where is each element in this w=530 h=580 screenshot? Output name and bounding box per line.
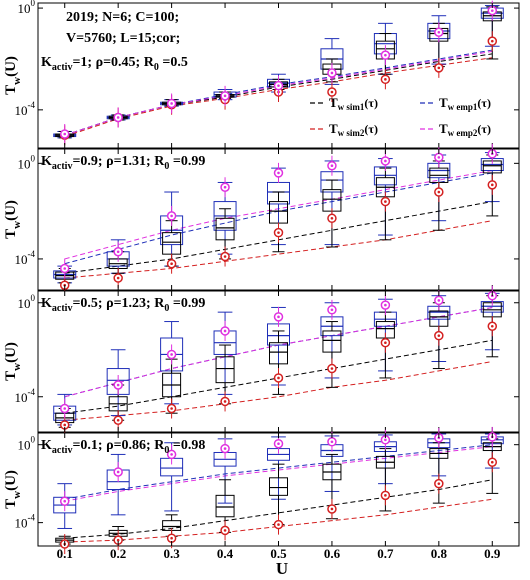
marker-sim2: [273, 222, 284, 243]
legend-item-sim1: Tw sim1(τ): [310, 95, 378, 112]
marker-sim2: [220, 391, 230, 412]
x-axis: 0.1 0.2 0.3 0.4 0.5 0.6 0.7 0.8 0.9: [57, 546, 501, 561]
marker-sim2: [380, 332, 391, 353]
y-axis-label: Tw(U): [3, 200, 23, 239]
y-axis-label: Tw(U): [3, 470, 23, 509]
marker-sim2: [434, 182, 444, 203]
marker-emp2: [220, 438, 230, 459]
box-emp1: [53, 483, 77, 529]
annotation-line: V=5760; L=15;cor;: [66, 31, 180, 46]
marker-emp2: [166, 93, 177, 114]
marker-sim2: [487, 174, 498, 195]
param-label: Kactiv=0.9; ρ=1.31; R0 =0.99: [41, 154, 205, 172]
marker-sim2: [434, 473, 444, 494]
marker-sim2: [113, 530, 123, 551]
x-tick-label: 0.2: [110, 546, 126, 561]
marker-sim2: [434, 57, 444, 78]
y-tick-label: 10-4: [15, 387, 36, 405]
param-label: Kactiv=0.5; ρ=1.23; R0 =0.99: [41, 296, 205, 314]
marker-sim2: [327, 208, 337, 229]
x-tick-label: 0.4: [217, 546, 234, 561]
marker-sim2: [487, 452, 498, 473]
marker-emp2: [59, 491, 70, 512]
x-tick-label: 0.1: [57, 546, 73, 561]
y-tick-label: 100: [18, 153, 36, 171]
marker-sim2: [166, 253, 177, 274]
marker-sim2: [273, 367, 284, 388]
panel-2: 100 10-4 Tw(U) Kactiv=0.9; ρ=1.31; R0 =0.99: [3, 143, 520, 296]
y-tick-label: 100: [18, 435, 36, 453]
marker-emp2: [113, 375, 123, 395]
legend-item-sim2: Tw sim2(τ): [310, 121, 378, 138]
marker-emp2: [59, 124, 70, 145]
marker-emp2: [273, 162, 284, 183]
marker-sim2: [434, 325, 444, 346]
marker-emp2: [113, 107, 123, 128]
marker-sim2: [327, 358, 337, 379]
marker-sim2: [113, 410, 123, 431]
legend-label: Tw emp2(τ): [439, 121, 491, 138]
panel-4: 100 10-4 Tw(U) Kactiv=0.1; ρ=0.86; R0 =0.98: [3, 426, 520, 555]
legend-label: Tw sim2(τ): [329, 121, 378, 138]
annotation-line: 2019; N=6; C=100;: [66, 10, 179, 25]
marker-emp2: [59, 258, 70, 279]
panel-3: 100 10-4 Tw(U) Kactiv=0.5; ρ=1.23; R0 =0.99: [3, 285, 520, 435]
marker-emp2: [273, 75, 284, 96]
marker-emp2: [380, 295, 391, 316]
y-axis-label: Tw(U): [3, 342, 23, 381]
marker-emp2: [327, 155, 337, 176]
marker-sim2: [327, 82, 337, 103]
marker-emp2: [166, 344, 177, 365]
marker-sim2: [487, 31, 498, 52]
marker-sim2: [380, 485, 391, 506]
marker-sim2: [380, 191, 391, 212]
marker-emp2: [113, 461, 123, 482]
legend-item-emp1: Tw emp1(τ): [420, 95, 491, 112]
y-tick-label: 10-4: [15, 100, 36, 118]
marker-emp2: [166, 205, 177, 226]
x-tick-label: 0.3: [163, 546, 180, 561]
x-tick-label: 0.7: [377, 546, 394, 561]
marker-emp2: [166, 444, 177, 465]
marker-sim2: [220, 520, 230, 541]
y-axis-label: Tw(U): [3, 56, 23, 95]
marker-sim2: [327, 498, 337, 519]
marker-emp2: [380, 45, 391, 66]
marker-emp2: [434, 290, 444, 311]
x-tick-label: 0.8: [431, 546, 448, 561]
marker-emp2: [273, 306, 284, 327]
param-label: Kactiv=1; ρ=0.45; R0 =0.5: [41, 55, 188, 73]
marker-sim2: [220, 246, 230, 267]
marker-emp2: [59, 398, 70, 419]
marker-emp2: [113, 241, 123, 262]
marker-emp2: [327, 299, 337, 320]
marker-sim2: [166, 398, 177, 419]
legend-label: Tw emp1(τ): [439, 95, 491, 112]
legend-label: Tw sim1(τ): [329, 95, 378, 112]
marker-emp2: [220, 85, 230, 106]
marker-emp2: [434, 22, 444, 43]
marker-emp2: [380, 150, 391, 171]
marker-sim2: [113, 268, 123, 289]
y-tick-label: 10-4: [15, 249, 36, 267]
marker-emp2: [220, 320, 230, 341]
box-sim1: [322, 321, 342, 388]
legend-item-emp2: Tw emp2(τ): [420, 121, 491, 138]
marker-sim2: [380, 69, 391, 90]
x-axis-label: U: [276, 559, 288, 578]
y-tick-label: 100: [18, 0, 36, 16]
marker-sim2: [487, 316, 498, 337]
x-tick-label: 0.5: [270, 546, 287, 561]
x-tick-label: 0.6: [324, 546, 341, 561]
marker-emp2: [327, 62, 337, 83]
y-tick-label: 100: [18, 293, 36, 311]
marker-sim2: [273, 514, 284, 535]
panel-1: 100 10-4 Tw(U) 2019; N=6; C=100; V=5760; L=1…: [3, 0, 520, 149]
param-label: Kactiv=0.1; ρ=0.86; R0 =0.98: [41, 438, 205, 456]
x-tick-label: 0.9: [484, 546, 501, 561]
y-tick-label: 10-4: [15, 513, 36, 531]
marker-emp2: [220, 177, 230, 198]
